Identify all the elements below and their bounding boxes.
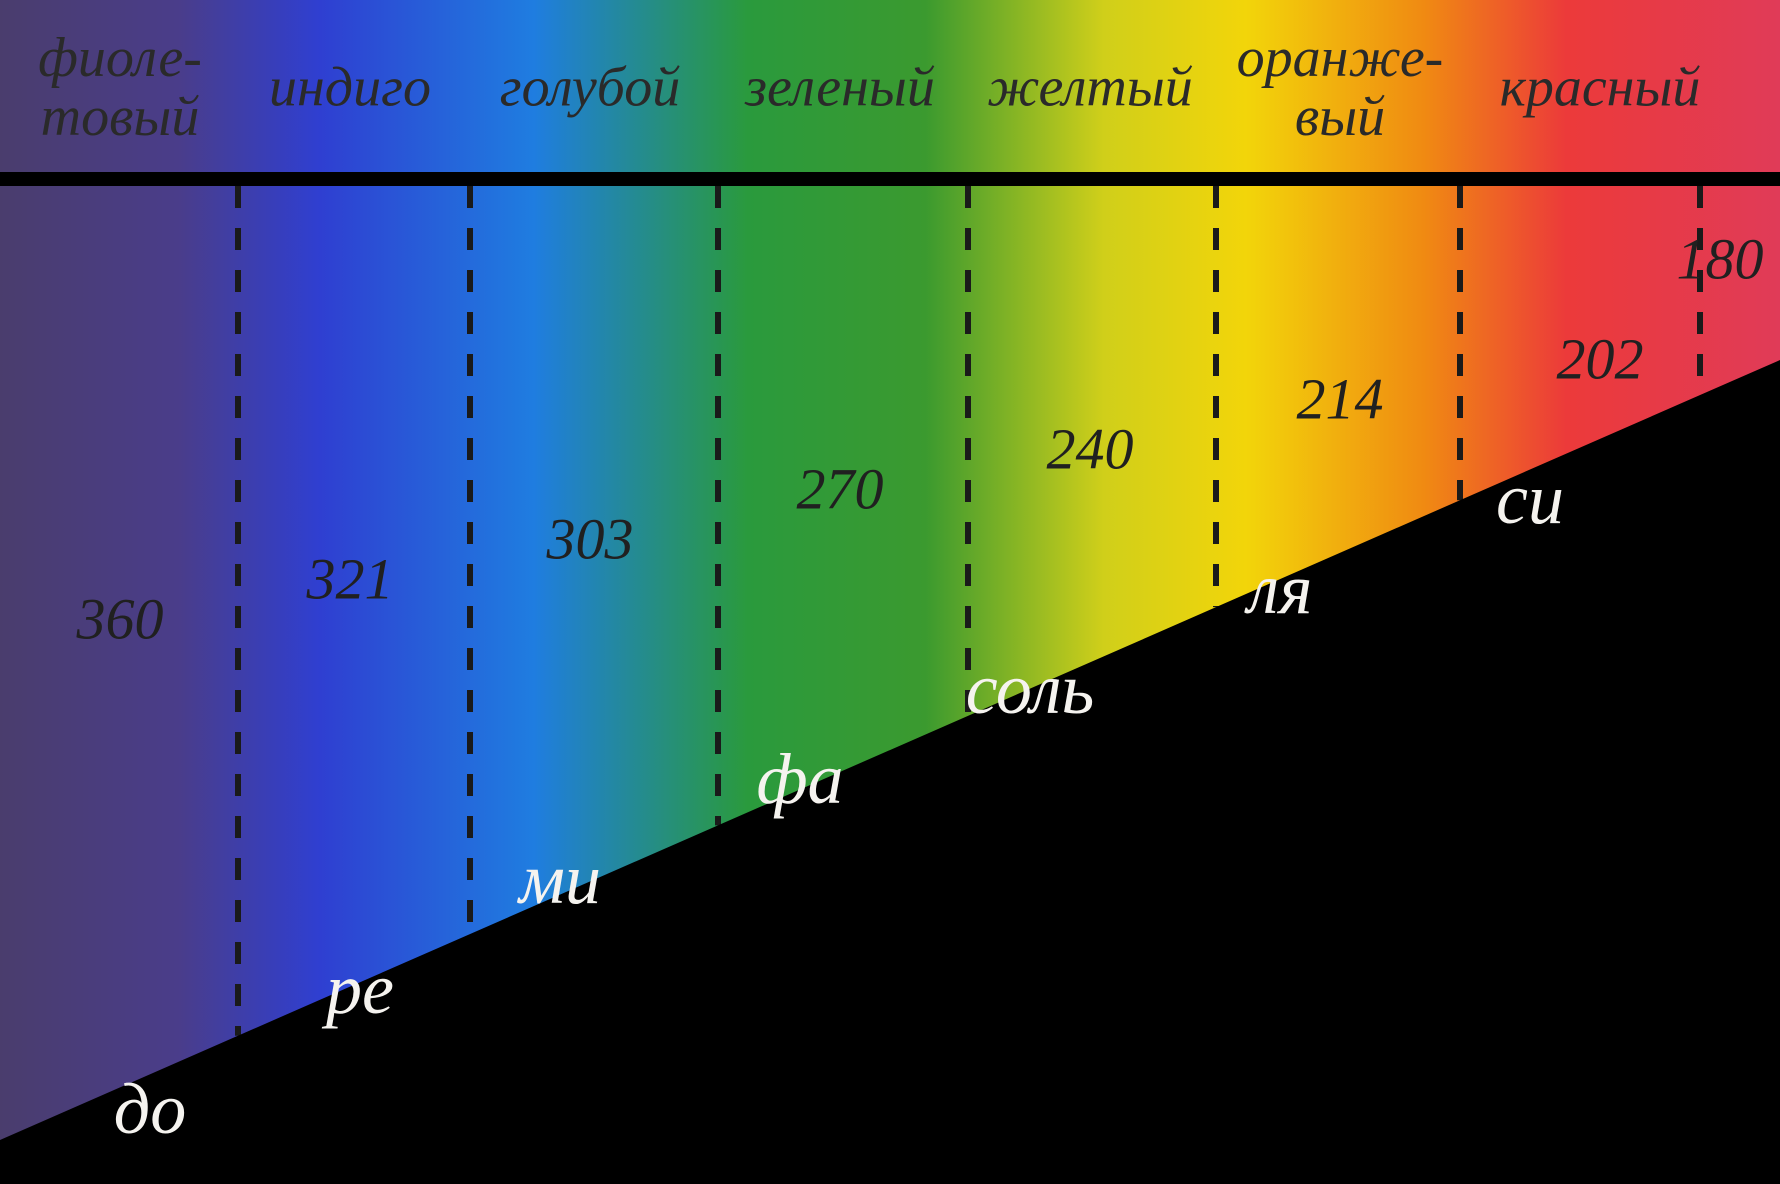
color-label-violet: фиоле- товый bbox=[38, 29, 202, 147]
value-indigo: 321 bbox=[307, 550, 394, 611]
note-violet: до bbox=[114, 1072, 186, 1148]
value-blue: 303 bbox=[547, 510, 634, 571]
value-green: 270 bbox=[797, 460, 884, 521]
color-label-yellow: желтый bbox=[987, 59, 1193, 118]
value-end-180: 180 bbox=[1677, 230, 1764, 291]
value-yellow: 240 bbox=[1047, 420, 1134, 481]
color-label-blue: голубой bbox=[500, 59, 680, 118]
spectrum-notes-diagram: фиоле- товый индиго голубой зеленый желтый ор… bbox=[0, 0, 1780, 1184]
value-violet: 360 bbox=[77, 590, 164, 651]
note-red: си bbox=[1496, 462, 1564, 538]
color-label-red: красный bbox=[1500, 59, 1701, 118]
color-label-orange: оранже- вый bbox=[1237, 29, 1444, 147]
note-blue: ми bbox=[519, 842, 601, 918]
note-indigo: ре bbox=[326, 952, 394, 1028]
value-orange: 214 bbox=[1297, 370, 1384, 431]
note-green: фа bbox=[756, 742, 843, 818]
diagram-svg bbox=[0, 0, 1780, 1184]
note-yellow: соль bbox=[966, 652, 1095, 728]
note-orange: ля bbox=[1248, 552, 1313, 628]
color-label-indigo: индиго bbox=[269, 59, 431, 118]
color-label-green: зеленый bbox=[745, 59, 935, 118]
value-red: 202 bbox=[1557, 330, 1644, 391]
header-separator bbox=[0, 172, 1780, 186]
